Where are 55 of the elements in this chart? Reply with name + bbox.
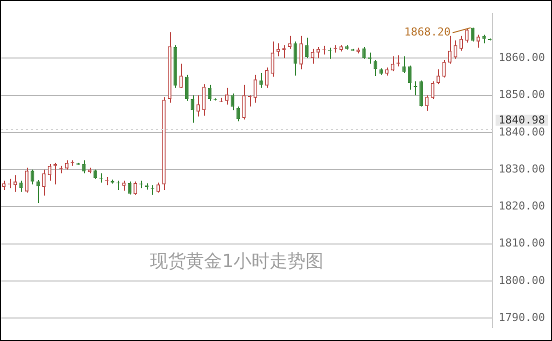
candlestick	[208, 84, 212, 102]
y-tick-label: 1850.00	[498, 88, 545, 102]
candlestick	[448, 35, 452, 64]
candlestick	[454, 40, 458, 60]
candlestick	[430, 80, 434, 100]
y-tick-label: 1790.00	[498, 310, 545, 324]
candlestick	[442, 60, 446, 78]
candlestick	[184, 74, 189, 102]
candlestick	[242, 84, 246, 120]
candlestick	[128, 180, 132, 195]
annotation: 1868.20	[404, 26, 451, 39]
candlestick	[465, 28, 469, 44]
candlestick	[230, 92, 234, 111]
candlestick	[408, 65, 412, 90]
candlestick	[362, 46, 366, 60]
candlestick	[294, 40, 298, 76]
candlestick	[436, 68, 440, 85]
candlestick	[390, 56, 394, 72]
candlestick	[156, 182, 160, 194]
candlestick	[476, 34, 480, 48]
y-tick-label: 1830.00	[498, 162, 545, 176]
y-tick-label: 1840.00	[498, 125, 545, 138]
candlestick	[225, 87, 229, 106]
candlestick	[190, 94, 194, 124]
candlestick	[36, 179, 40, 204]
candlestick	[265, 66, 269, 88]
candlestick	[42, 169, 46, 196]
candlestick	[24, 167, 29, 194]
candlestick	[30, 169, 34, 185]
candlestick	[402, 56, 406, 74]
candlestick	[64, 160, 69, 170]
candlestick	[305, 37, 309, 59]
candlestick	[236, 106, 240, 122]
candlestick	[122, 180, 126, 192]
candlestick	[276, 42, 280, 57]
candlestick	[270, 40, 274, 78]
y-tick-label: 1810.00	[498, 236, 545, 250]
candlestick	[259, 72, 263, 88]
y-tick-label: 1820.00	[498, 200, 545, 213]
y-tick-label: 1860.00	[498, 51, 545, 64]
candlestick	[179, 63, 183, 88]
candlestick	[299, 35, 303, 70]
candlestick	[19, 180, 23, 192]
candlestick	[419, 80, 423, 107]
ref-line-label: 1840.98	[498, 114, 545, 127]
candlestick	[82, 160, 86, 174]
text: 现货黄金1小时走势图	[150, 251, 324, 272]
candlestick	[134, 180, 138, 196]
candlestick	[459, 35, 463, 52]
candlestick	[374, 60, 378, 76]
candlestick	[196, 94, 200, 117]
candlestick	[470, 27, 474, 42]
y-tick-label: 1800.00	[498, 274, 545, 287]
candlestick	[254, 74, 258, 104]
candlestick	[202, 84, 206, 116]
